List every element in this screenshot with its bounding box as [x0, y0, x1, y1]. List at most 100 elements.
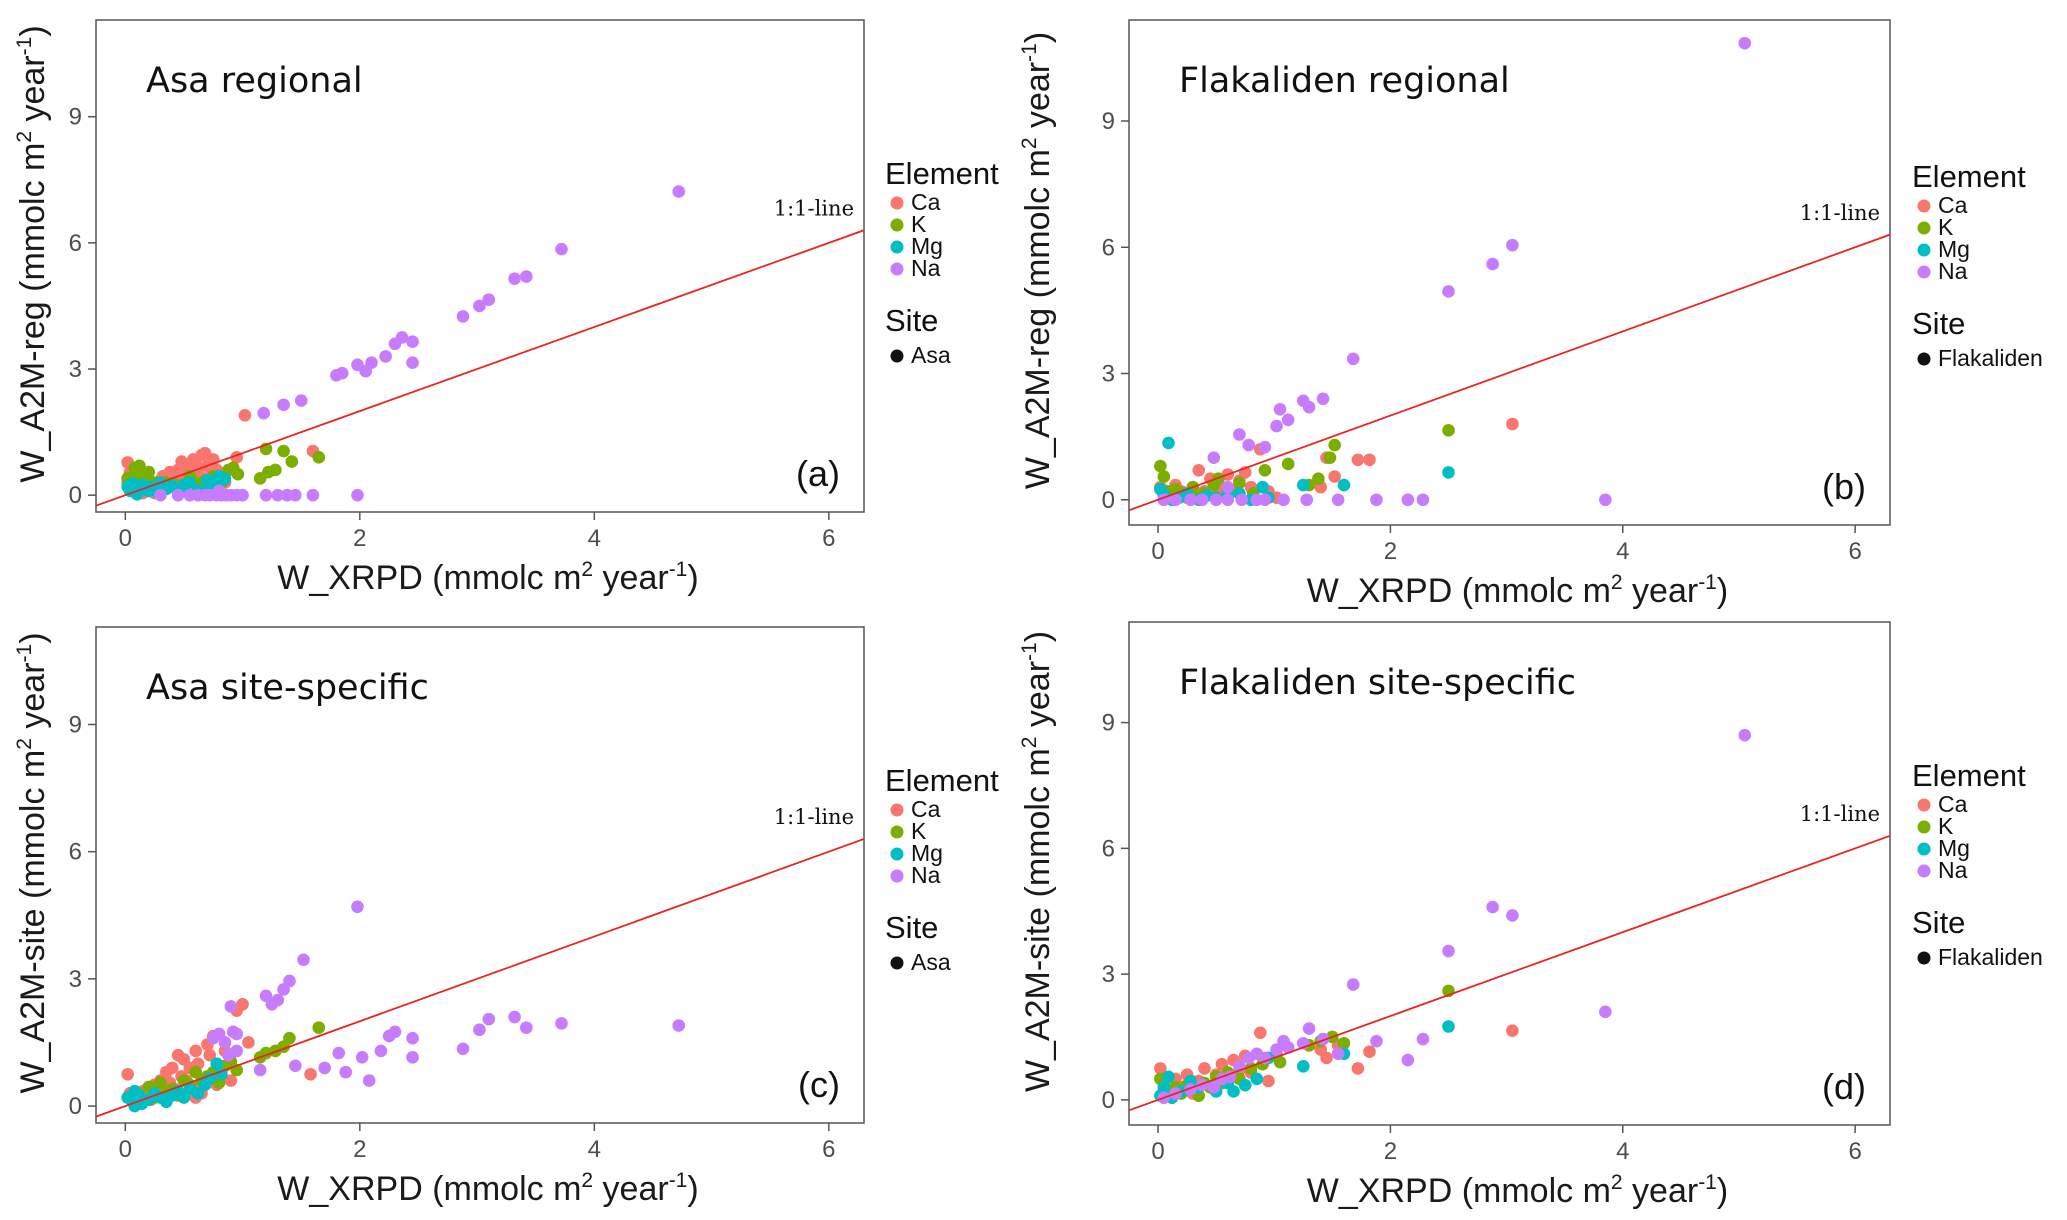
panel-b-ref-line	[1129, 233, 1890, 512]
panel-d-xtick-label: 0	[1151, 1138, 1164, 1165]
panel-c-ytick-label: 0	[69, 1093, 82, 1120]
panel-c-legend-key-k	[890, 825, 904, 839]
panel-c-point-na	[271, 993, 285, 1007]
panel-a-y-axis-title-end: )	[14, 25, 52, 36]
panel-a-y-axis-title-sup: 2	[13, 131, 36, 143]
panel-c-point-mg	[191, 1087, 205, 1100]
panel-b-point-na	[1221, 480, 1235, 494]
panel-c-point-ca	[236, 997, 249, 1011]
panel-d-y-axis-title-sup: 2	[1018, 737, 1041, 749]
panel-a-point-k	[231, 467, 245, 481]
panel-d-legend-label-k: K	[1938, 813, 1954, 839]
panel-c-plot-area	[96, 838, 864, 1118]
panel-d-point-mg	[1250, 1072, 1264, 1086]
panel-b-point-k	[1328, 438, 1341, 452]
panel-b-xtick-label: 2	[1384, 538, 1397, 565]
panel-b-xtick-label: 6	[1848, 538, 1861, 565]
panel-c-point-k	[283, 1031, 296, 1045]
panel-c-point-ca	[224, 1074, 238, 1087]
panel-a-point-na	[259, 488, 273, 502]
panel-c-point-na	[230, 1044, 244, 1058]
panel-a-y-axis-title-sup: -1	[13, 37, 36, 56]
panel-b-y-axis-title-mid: year	[1019, 62, 1057, 138]
panel-c-point-na	[362, 1074, 376, 1087]
panel-d-point-na	[1270, 1043, 1283, 1056]
panel-b-point-mg	[1442, 466, 1455, 479]
panel-b-point-mg	[1162, 436, 1175, 450]
panel-a-point-k	[253, 472, 267, 485]
panel-a-x-axis-title-mid: year	[593, 559, 669, 597]
panel-a-point-na	[456, 310, 470, 323]
panel-b-ytick-label: 6	[1102, 234, 1115, 261]
panel-a-point-na	[406, 335, 419, 348]
panel-b: 0 2 4 6 0 3 6 9 1:1-line Flakaliden regional (b) W_…	[1018, 19, 2043, 610]
panel-a-point-k	[277, 444, 290, 458]
panel-c-title: Asa site-specific	[146, 668, 429, 708]
panel-d-x-axis-title-sup: -1	[1698, 1171, 1717, 1194]
panel-b-point-na	[1270, 419, 1283, 433]
panel-c-point-k	[154, 1076, 167, 1090]
panel-b-point-k	[1258, 463, 1272, 477]
panel-b-point-k	[1157, 470, 1171, 483]
panel-b-frame	[1128, 19, 1891, 526]
panel-b-point-k	[1233, 476, 1246, 490]
panel-c-xtick-label: 4	[588, 1136, 601, 1163]
panel-c-legend-label-ca: Ca	[911, 796, 941, 822]
panel-d: 0 2 4 6 0 3 6 9 1:1-line Flakaliden site-specific…	[1018, 621, 2043, 1210]
panel-c-ytick-label: 3	[69, 966, 82, 993]
panel-b-point-na	[1207, 451, 1221, 464]
panel-c-point-na	[218, 1036, 232, 1049]
panel-b-point-na	[1221, 493, 1235, 507]
panel-c-point-na	[283, 974, 296, 988]
panel-d-legend-key-mg	[1917, 842, 1931, 856]
panel-c-point-na	[374, 1044, 388, 1058]
panel-c-point-ca	[121, 1067, 134, 1081]
panel-b-point-na	[1300, 493, 1314, 507]
panel-c-legend-key-site	[890, 956, 904, 970]
panel-d-point-na	[1401, 1053, 1415, 1067]
panel-c-ytick-label: 9	[69, 712, 82, 739]
panel-b-point-na	[1195, 493, 1209, 507]
panel-d-point-ca	[1262, 1074, 1275, 1088]
panel-c-legend-label-site: Asa	[911, 949, 951, 975]
panel-b-y-axis-title-sup: -1	[1018, 43, 1041, 62]
panel-a-point-na	[171, 488, 185, 502]
panel-c-point-na	[318, 1061, 331, 1075]
panel-c-legend-key-na	[890, 869, 904, 883]
panel-d-xtick-label: 6	[1848, 1138, 1861, 1165]
panel-a-xtick-label: 4	[588, 525, 601, 552]
panel-d-y-axis-title: W_A2M-site (mmolc m2 year-1)	[1018, 631, 1057, 1092]
panel-b-legend-label-k: K	[1938, 214, 1954, 240]
panel-d-point-na	[1331, 1047, 1345, 1061]
panel-d-legend-title-site: Site	[1912, 905, 1965, 940]
panel-a-point-na	[277, 398, 290, 412]
panel-b-legend-key-site	[1917, 352, 1931, 366]
panel-a-legend-key-mg	[890, 240, 904, 254]
panel-c-point-ca	[165, 1061, 179, 1075]
panel-d-point-na	[1281, 1041, 1295, 1054]
panel-c-y-axis-title-end: )	[14, 632, 52, 643]
panel-d-point-k	[1273, 1055, 1287, 1069]
panel-d-point-na	[1302, 1022, 1316, 1035]
panel-d-point-na	[1207, 1080, 1221, 1094]
panel-b-point-na	[1233, 428, 1246, 441]
panel-a-point-na	[520, 270, 533, 283]
panel-b-point-mg	[1296, 478, 1310, 492]
panel-a-point-na	[672, 185, 686, 198]
panel-b-legend-title-element: Element	[1912, 159, 2026, 194]
panel-c-point-na	[520, 1021, 533, 1034]
panel-c-y-axis-title-main: W_A2M-site (mmolc m	[14, 750, 52, 1094]
panel-d-point-mg	[1162, 1070, 1175, 1084]
panel-a-point-ca	[238, 408, 252, 422]
panel-c-point-na	[555, 1017, 568, 1030]
panel-b-point-ca	[1363, 453, 1376, 467]
panel-d-title: Flakaliden site-specific	[1179, 663, 1576, 703]
panel-a-legend-key-na	[890, 262, 904, 276]
panel-b-y-axis-title: W_A2M-reg (mmolc m2 year-1)	[1018, 32, 1057, 489]
panel-d-point-mg	[1442, 1020, 1455, 1033]
panel-b-point-ca	[1506, 417, 1519, 431]
panel-a-point-mg	[218, 472, 232, 486]
panel-a-ref-line-label: 1:1-line	[774, 197, 854, 221]
